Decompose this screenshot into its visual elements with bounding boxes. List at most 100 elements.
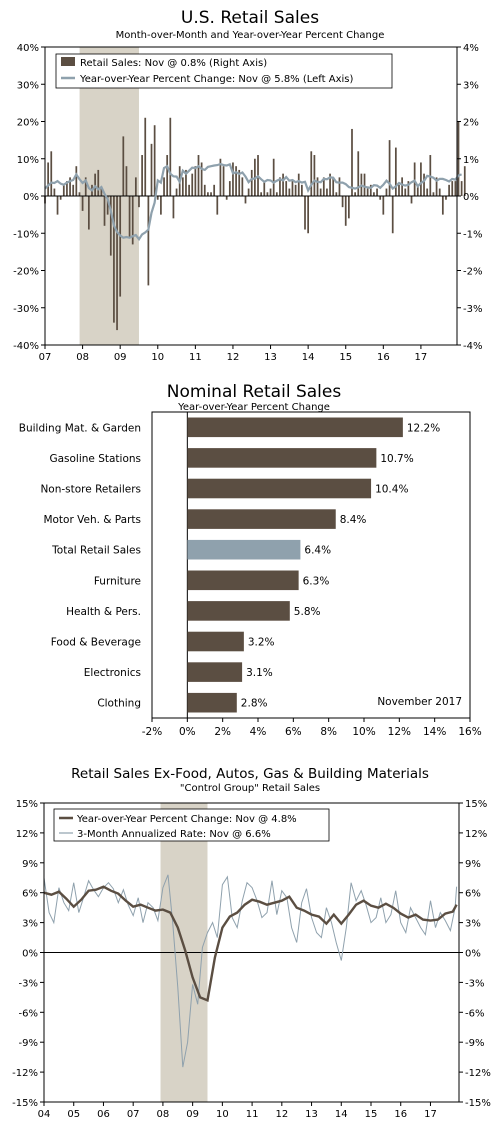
- bar-mark: [297, 173, 300, 196]
- x-tick-label: 2%: [214, 726, 231, 738]
- x-tick-label: 13: [264, 352, 277, 363]
- right-tick-label: 9%: [465, 859, 481, 870]
- x-tick-label: 09: [114, 352, 127, 363]
- left-tick-label: -40%: [13, 341, 39, 352]
- bar-mark: [175, 188, 178, 196]
- bar-mark: [128, 196, 131, 237]
- bar-mark: [379, 196, 382, 200]
- x-tick-label: 15: [339, 352, 352, 363]
- chart-title: Nominal Retail Sales: [167, 382, 342, 402]
- x-tick-label: 10%: [352, 726, 375, 738]
- bar-mark: [354, 192, 356, 196]
- left-tick-label: -10%: [13, 229, 39, 240]
- bar-mark: [200, 162, 203, 196]
- right-tick-label: 3%: [465, 919, 481, 930]
- value-label: 3.1%: [246, 667, 273, 679]
- bar-mark: [413, 162, 416, 196]
- bar-mark: [272, 158, 275, 196]
- bar-mark: [122, 136, 125, 196]
- bar-mark: [313, 155, 316, 196]
- bar-mark: [454, 181, 457, 196]
- bar-mark: [106, 196, 109, 215]
- bar-mark: [222, 166, 225, 196]
- bar-mark: [279, 177, 281, 196]
- left-tick-label: 0%: [23, 192, 39, 203]
- bar-mark: [432, 192, 435, 196]
- bar-mark: [423, 173, 425, 196]
- legend-label-retail-sales: Retail Sales: Nov @ 0.8% (Right Axis): [80, 58, 267, 69]
- x-tick-label: -2%: [142, 726, 162, 738]
- bar-mark: [247, 188, 250, 196]
- left-tick-label: -3%: [19, 978, 38, 989]
- bar-mark: [401, 177, 403, 196]
- x-tick-label: 08: [157, 1109, 170, 1120]
- value-label: 12.2%: [407, 422, 440, 434]
- bar-mark: [319, 188, 322, 196]
- bar-mark: [282, 173, 284, 196]
- bar-mark: [304, 196, 306, 230]
- bar-mark: [269, 188, 272, 196]
- bar-mark: [203, 184, 206, 196]
- bar-mark: [116, 196, 118, 331]
- bar-mark: [301, 184, 303, 196]
- bar-mark: [97, 169, 100, 196]
- bar-mark: [338, 177, 341, 196]
- left-tick-label: 3%: [22, 919, 38, 930]
- x-tick-label: 0%: [179, 726, 196, 738]
- bar-mark: [460, 181, 463, 196]
- value-label: 10.4%: [375, 484, 408, 496]
- bar-mark: [376, 188, 378, 196]
- value-label: 10.7%: [380, 453, 413, 465]
- nominal-retail-sales-chart: Nominal Retail Sales Year-over-Year Perce…: [0, 378, 501, 750]
- control-group-chart: Retail Sales Ex-Food, Autos, Gas & Build…: [0, 760, 501, 1135]
- bar-mark: [232, 162, 234, 196]
- bar-mark: [369, 184, 372, 196]
- bar-mark: [294, 184, 297, 196]
- legend-label-yoy: Year-over-Year Percent Change: Nov @ 5.8…: [79, 74, 353, 85]
- bar-mark: [187, 692, 237, 713]
- left-tick-label: 10%: [17, 155, 39, 166]
- bar-mark: [187, 509, 336, 529]
- x-tick-label: 13: [305, 1109, 318, 1120]
- legend-label-yoy: Year-over-Year Percent Change: Nov @ 4.8…: [76, 814, 297, 825]
- date-annotation: November 2017: [377, 696, 462, 708]
- bar-mark: [238, 169, 241, 196]
- x-tick-label: 16%: [458, 726, 481, 738]
- bar-mark: [187, 631, 244, 652]
- x-tick-label: 15: [365, 1109, 378, 1120]
- bar-mark: [244, 196, 247, 204]
- right-tick-label: 0%: [465, 949, 481, 960]
- value-label: 8.4%: [340, 514, 367, 526]
- x-tick-label: 05: [67, 1109, 80, 1120]
- left-tick-label: 30%: [17, 80, 39, 91]
- bar-mark: [404, 188, 407, 196]
- x-tick-label: 17: [415, 352, 428, 363]
- bar-mark: [341, 196, 344, 208]
- bar-mark: [56, 196, 59, 215]
- chart-subtitle: Year-over-Year Percent Change: [177, 402, 330, 413]
- chart-title: U.S. Retail Sales: [181, 8, 319, 28]
- bar-mark: [75, 166, 78, 196]
- x-tick-label: 10: [216, 1109, 229, 1120]
- legend-box: [53, 808, 330, 842]
- left-tick-label: 40%: [17, 43, 39, 54]
- bar-mark: [53, 188, 56, 196]
- bar-mark: [357, 151, 360, 196]
- bar-mark: [347, 196, 350, 219]
- bar-mark: [144, 117, 147, 196]
- bar-mark: [225, 196, 228, 200]
- category-label: Electronics: [84, 667, 141, 679]
- bar-mark: [316, 177, 319, 196]
- bar-mark: [398, 184, 400, 196]
- control-group-svg: Retail Sales Ex-Food, Autos, Gas & Build…: [12, 766, 491, 1120]
- value-label: 6.3%: [303, 575, 330, 587]
- x-tick-label: 4%: [250, 726, 267, 738]
- value-label: 3.2%: [248, 637, 275, 649]
- left-tick-label: 6%: [22, 889, 38, 900]
- bar-mark: [84, 177, 87, 196]
- bar-mark: [207, 192, 209, 196]
- bar-mark: [187, 448, 377, 468]
- right-tick-label: -2%: [463, 267, 482, 278]
- bar-mark: [81, 196, 84, 211]
- right-tick-label: -15%: [465, 1098, 491, 1109]
